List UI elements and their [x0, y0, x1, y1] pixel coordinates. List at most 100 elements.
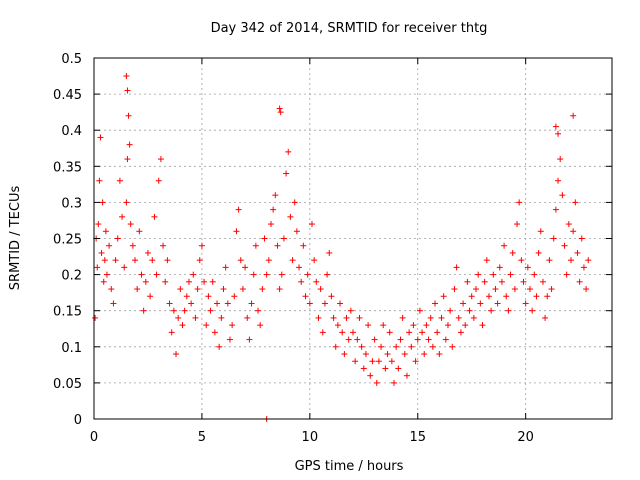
data-point	[239, 286, 246, 293]
data-point	[585, 257, 592, 264]
data-point	[572, 199, 579, 206]
data-point	[123, 199, 130, 206]
data-point	[97, 134, 104, 141]
data-point	[192, 314, 199, 321]
data-point	[354, 336, 361, 343]
data-point	[222, 264, 229, 271]
data-point	[201, 278, 208, 285]
data-point	[505, 307, 512, 314]
data-point	[119, 213, 126, 220]
data-point	[173, 351, 180, 358]
data-point	[285, 148, 292, 155]
data-point	[328, 293, 335, 300]
data-point	[488, 307, 495, 314]
data-point	[373, 379, 380, 386]
data-point	[302, 293, 309, 300]
data-point	[237, 257, 244, 264]
data-point	[224, 300, 231, 307]
y-tick-label: 0.35	[53, 160, 82, 175]
data-point	[555, 177, 562, 184]
data-point	[380, 322, 387, 329]
data-point	[462, 322, 469, 329]
data-point	[457, 329, 464, 336]
data-point	[207, 307, 214, 314]
grid	[94, 58, 612, 419]
data-point	[321, 300, 328, 307]
data-point	[479, 322, 486, 329]
data-point	[356, 314, 363, 321]
data-point	[490, 271, 497, 278]
data-point	[395, 365, 402, 372]
data-point	[218, 314, 225, 321]
y-tick-label: 0.4	[61, 124, 82, 139]
data-point	[429, 343, 436, 350]
data-point	[343, 314, 350, 321]
data-point	[280, 235, 287, 242]
y-tick-labels: 0 0.05 0.1 0.15 0.2 0.25 0.3 0.35 0.4 0.45 0.5	[53, 52, 82, 428]
data-point	[455, 314, 462, 321]
data-point	[162, 278, 169, 285]
data-point	[526, 286, 533, 293]
data-point	[214, 300, 221, 307]
y-tick-label: 0.3	[61, 196, 82, 211]
y-tick-label: 0.25	[53, 233, 82, 248]
data-point	[382, 365, 389, 372]
data-point	[365, 322, 372, 329]
x-tick-label: 5	[198, 430, 206, 445]
data-point	[315, 314, 322, 321]
data-point	[347, 307, 354, 314]
data-point	[529, 307, 536, 314]
data-point	[106, 242, 113, 249]
data-point	[246, 336, 253, 343]
data-point	[434, 329, 441, 336]
data-point	[375, 358, 382, 365]
data-point	[188, 300, 195, 307]
data-point	[248, 300, 255, 307]
data-point	[220, 286, 227, 293]
y-axis-title: SRMTID / TECUs	[8, 186, 23, 291]
data-point	[276, 286, 283, 293]
data-point	[550, 235, 557, 242]
data-point	[121, 264, 128, 271]
data-point	[267, 221, 274, 228]
data-point	[570, 112, 577, 119]
data-point	[574, 249, 581, 256]
y-tick-label: 0.2	[61, 269, 82, 284]
data-point	[416, 307, 423, 314]
data-point	[211, 329, 218, 336]
data-point	[425, 336, 432, 343]
data-point	[492, 286, 499, 293]
y-tick-label: 0.1	[61, 341, 82, 356]
data-point	[98, 249, 105, 256]
data-point	[449, 343, 456, 350]
data-point	[565, 221, 572, 228]
x-tick-label: 15	[409, 430, 426, 445]
data-point	[567, 257, 574, 264]
data-point	[304, 271, 311, 278]
data-point	[561, 242, 568, 249]
data-point	[198, 242, 205, 249]
y-tick-label: 0.05	[53, 377, 82, 392]
data-point	[498, 278, 505, 285]
data-point	[470, 314, 477, 321]
data-point	[583, 286, 590, 293]
data-point	[96, 177, 103, 184]
data-point	[233, 228, 240, 235]
data-point	[127, 221, 134, 228]
data-point	[272, 192, 279, 199]
data-point	[261, 235, 268, 242]
data-point	[326, 249, 333, 256]
data-point	[112, 257, 119, 264]
data-point	[403, 372, 410, 379]
data-point	[350, 329, 356, 336]
data-point	[166, 300, 173, 307]
data-point	[101, 257, 108, 264]
data-point	[252, 242, 259, 249]
data-point	[444, 322, 451, 329]
data-point	[157, 156, 164, 163]
data-point	[546, 257, 553, 264]
data-point	[386, 329, 393, 336]
data-point	[129, 242, 136, 249]
data-point	[181, 307, 188, 314]
data-point	[535, 249, 542, 256]
